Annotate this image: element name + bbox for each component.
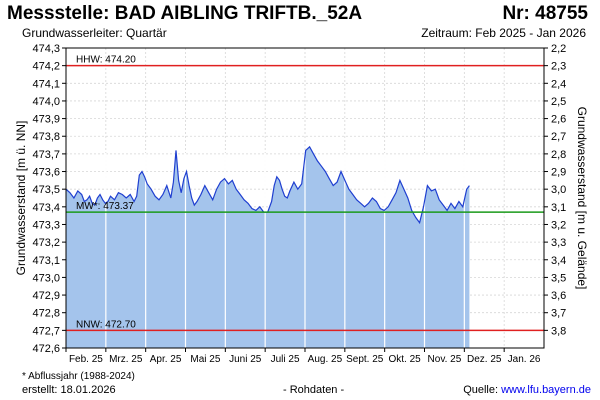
source-label: Quelle: (463, 384, 502, 396)
right-tick-label: 2,4 (551, 78, 566, 90)
right-tick-label: 3,3 (551, 237, 566, 249)
y-axis-label-right: Grundwasserstand [m u. Gelände] (575, 107, 589, 290)
left-tick-label: 473,1 (32, 255, 60, 267)
x-tick-label: Mai 25 (190, 354, 220, 365)
x-tick-label: Mrz. 25 (109, 354, 143, 365)
y-axis-label-left: Grundwasserstand [m ü. NN] (14, 121, 28, 276)
source: Quelle: www.lfu.bayern.de (463, 384, 591, 396)
right-tick-label: 3,4 (551, 255, 566, 267)
left-tick-label: 474,2 (32, 61, 60, 73)
left-tick-label: 474,0 (32, 96, 60, 108)
right-axis-ticks: 2,2 2,3 2,4 2,5 2,6 2,7 2,8 2,9 3,0 3,1 3,2 3,3 3,4 3… (544, 43, 566, 337)
right-tick-label: 2,8 (551, 149, 566, 161)
right-tick-label: 3,5 (551, 272, 566, 284)
right-tick-label: 3,1 (551, 202, 566, 214)
x-tick-label: Aug. 25 (308, 354, 343, 365)
period-label: Zeitraum: Feb 2025 - Jan 2026 (421, 26, 586, 40)
right-tick-label: 3,7 (551, 308, 566, 320)
right-tick-label: 2,6 (551, 114, 566, 126)
x-axis-ticks: Feb. 25 Mrz. 25 Apr. 25 Mai 25 Juni 25 Juli 2… (65, 348, 541, 365)
left-tick-label: 473,7 (32, 149, 60, 161)
left-tick-label: 473,4 (32, 202, 60, 214)
station-number: Nr: 48755 (502, 3, 588, 24)
reference-label-1: MW*: 473.37 (76, 201, 134, 212)
reference-label-2: NNW: 472.70 (76, 319, 136, 330)
aquifer-label: Grundwasserleiter: Quartär (22, 26, 167, 40)
right-tick-label: 2,3 (551, 61, 566, 73)
source-link[interactable]: www.lfu.bayern.de (501, 384, 591, 396)
left-tick-label: 472,6 (32, 343, 60, 355)
x-tick-label: Juni 25 (229, 354, 262, 365)
footnote: * Abflussjahr (1988-2024) (22, 371, 135, 382)
x-tick-label: Juli 25 (271, 354, 300, 365)
x-tick-label: Apr. 25 (150, 354, 182, 365)
right-tick-label: 3,8 (551, 325, 566, 337)
x-tick-label: Nov. 25 (428, 354, 462, 365)
left-tick-label: 473,6 (32, 167, 60, 179)
x-tick-label: Sept. 25 (346, 354, 384, 365)
left-tick-label: 472,8 (32, 308, 60, 320)
water-level-area (66, 146, 470, 348)
reference-lines: HHW: 474.20 MW*: 473.37 NNW: 472.70 (66, 55, 544, 332)
left-tick-label: 473,8 (32, 131, 60, 143)
left-tick-label: 473,9 (32, 114, 60, 126)
left-tick-label: 472,9 (32, 290, 60, 302)
x-tick-label: Okt. 25 (388, 354, 421, 365)
x-tick-label: Dez. 25 (467, 354, 502, 365)
right-tick-label: 3,0 (551, 184, 566, 196)
left-tick-label: 473,0 (32, 272, 60, 284)
right-tick-label: 2,2 (551, 43, 566, 55)
x-tick-label: Feb. 25 (69, 354, 103, 365)
left-tick-label: 474,3 (32, 43, 60, 55)
left-tick-label: 473,5 (32, 184, 60, 196)
left-tick-label: 474,1 (32, 78, 60, 90)
raw-data-note: - Rohdaten - (283, 384, 345, 396)
right-tick-label: 2,7 (551, 131, 566, 143)
right-tick-label: 2,9 (551, 167, 566, 179)
left-tick-label: 473,3 (32, 219, 60, 231)
left-axis-ticks: 474,3 474,2 474,1 474,0 473,9 473,8 473,7 473,6… (32, 43, 66, 355)
right-tick-label: 2,5 (551, 96, 566, 108)
month-dividers (105, 153, 465, 348)
reference-label-0: HHW: 474.20 (76, 55, 136, 66)
page-title: Messstelle: BAD AIBLING TRIFTB._52A (7, 3, 363, 24)
right-tick-label: 3,6 (551, 290, 566, 302)
left-tick-label: 473,2 (32, 237, 60, 249)
right-tick-label: 3,2 (551, 219, 566, 231)
x-tick-label: Jan. 26 (508, 354, 541, 365)
left-tick-label: 472,7 (32, 325, 60, 337)
created-date: erstellt: 18.01.2026 (22, 384, 116, 396)
water-level-line (65, 145, 470, 225)
